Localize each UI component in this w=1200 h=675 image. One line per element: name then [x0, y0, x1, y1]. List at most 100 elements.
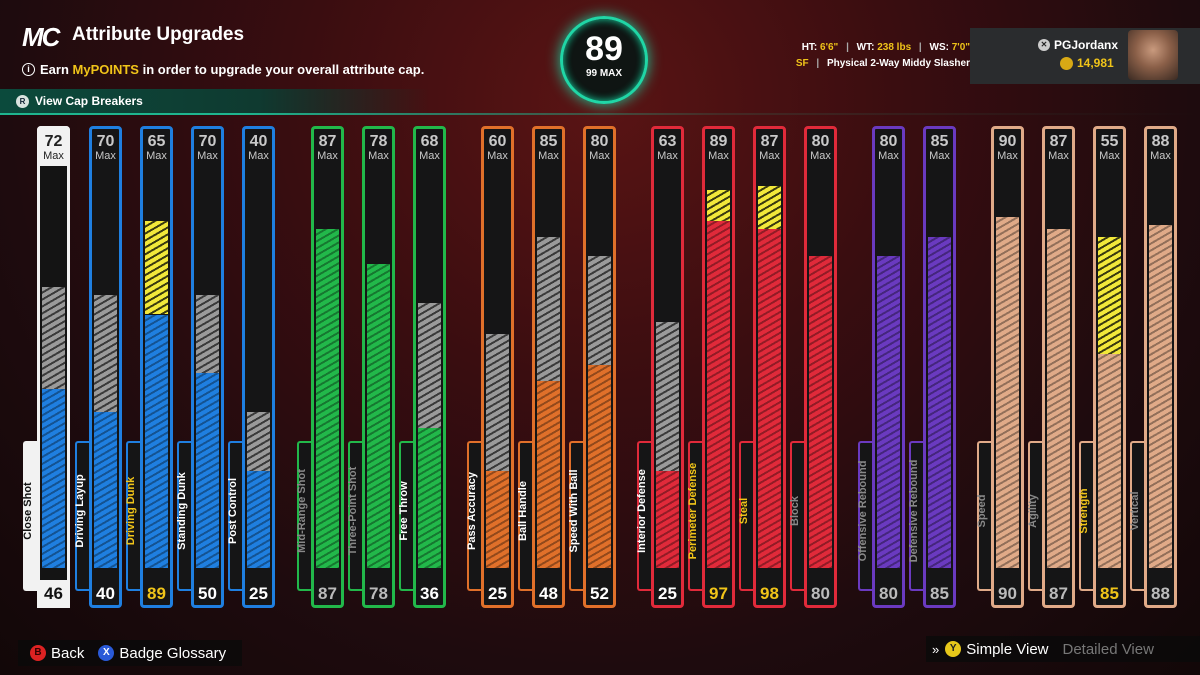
bar-tab — [688, 441, 702, 591]
attribute-current-value: 87 — [318, 584, 337, 603]
max-label: Max — [43, 150, 64, 162]
badge-glossary-button[interactable]: X Badge Glossary — [98, 645, 226, 662]
attribute-max-value: 80 — [879, 133, 898, 150]
max-label: Max — [197, 150, 218, 162]
current-fill — [928, 236, 951, 568]
bar-tab — [569, 441, 583, 591]
attribute-name: Free Throw — [398, 481, 410, 541]
attribute-bar-standing-dunk[interactable]: 70 Max 50 Standing Dunk — [176, 126, 224, 608]
current-fill — [42, 388, 65, 568]
attribute-bar-ball-handle[interactable]: 85 Max 48 Ball Handle — [517, 126, 565, 608]
attribute-bar-perimeter-defense[interactable]: 89 Max 97 Perimeter Defense — [687, 126, 735, 608]
weight-label: WT: — [856, 42, 875, 53]
attribute-current-value: 85 — [930, 584, 949, 603]
attribute-current-value: 78 — [369, 584, 388, 603]
wingspan-label: WS: — [929, 42, 949, 53]
attribute-name: Agility — [1027, 494, 1039, 528]
attribute-max-value: 55 — [1100, 133, 1119, 150]
attribute-max-value: 89 — [709, 133, 728, 150]
attribute-bar-close-shot[interactable]: 72 Max 46 Close Shot — [22, 126, 70, 608]
attribute-current-value: 89 — [147, 584, 166, 603]
gamertag: ✕ PGJordanx — [1038, 38, 1118, 52]
attribute-bar-strength[interactable]: 55 Max 85 Strength — [1078, 126, 1126, 608]
attribute-bar-defensive-rebound[interactable]: 85 Max 85 Defensive Rebound — [908, 126, 956, 608]
bar-tab — [348, 441, 362, 591]
bar-tab — [126, 441, 140, 591]
attribute-max-value: 70 — [96, 133, 115, 150]
max-label: Max — [997, 150, 1018, 162]
attribute-bar-free-throw[interactable]: 68 Max 36 Free Throw — [398, 126, 446, 608]
attribute-current-value: 25 — [658, 584, 677, 603]
attribute-current-value: 36 — [420, 584, 439, 603]
attribute-name: Ball Handle — [517, 481, 529, 541]
attribute-current-value: 88 — [1151, 584, 1170, 603]
max-label: Max — [95, 150, 116, 162]
simple-view-button[interactable]: Y Simple View — [945, 641, 1049, 658]
current-fill — [537, 380, 560, 568]
max-label: Max — [419, 150, 440, 162]
info-text: i Earn MyPOINTS in order to upgrade your… — [22, 62, 424, 77]
attribute-max-value: 70 — [198, 133, 217, 150]
attribute-name: Strength — [1078, 488, 1090, 534]
attribute-max-value: 80 — [811, 133, 830, 150]
wingspan-value: 7'0" — [951, 42, 970, 53]
detailed-view-button[interactable]: Detailed View — [1062, 640, 1154, 658]
attribute-bar-speed[interactable]: 90 Max 90 Speed — [976, 126, 1024, 608]
avatar — [1128, 30, 1178, 80]
bar-tab — [858, 441, 872, 591]
attribute-name: Standing Dunk — [176, 472, 188, 550]
attribute-bar-post-control[interactable]: 40 Max 25 Post Control — [227, 126, 275, 608]
attribute-max-value: 87 — [1049, 133, 1068, 150]
attribute-max-value: 80 — [590, 133, 609, 150]
current-fill — [758, 228, 781, 568]
attribute-bar-driving-layup[interactable]: 70 Max 40 Driving Layup — [74, 126, 122, 608]
attribute-bar-steal[interactable]: 87 Max 98 Steal — [738, 126, 786, 608]
attribute-bar-vertical[interactable]: 88 Max 88 Vertical — [1129, 126, 1177, 608]
player-physicals: HT: 6'6" | WT: 238 lbs | WS: 7'0" SF | P… — [795, 42, 970, 69]
view-cap-breakers-button[interactable]: R View Cap Breakers — [0, 89, 430, 113]
divider — [0, 113, 1200, 115]
current-fill — [588, 365, 611, 568]
boost-fill — [145, 220, 168, 315]
max-label: Max — [759, 150, 780, 162]
bar-tab — [909, 441, 923, 591]
back-button[interactable]: B Back — [30, 645, 84, 662]
current-fill — [707, 220, 730, 568]
boost-fill — [1098, 236, 1121, 354]
max-label: Max — [810, 150, 831, 162]
bar-tab — [1079, 441, 1093, 591]
attribute-bar-mid-range-shot[interactable]: 87 Max 87 Mid-Range Shot — [296, 126, 344, 608]
attribute-bar-block[interactable]: 80 Max 80 Block — [789, 126, 837, 608]
bar-tab — [977, 441, 991, 591]
attribute-bar-offensive-rebound[interactable]: 80 Max 80 Offensive Rebound — [857, 126, 905, 608]
vc-amount: 14,981 — [1077, 56, 1114, 70]
page-title: Attribute Upgrades — [72, 24, 245, 45]
current-fill — [418, 427, 441, 568]
attribute-current-value: 90 — [998, 584, 1017, 603]
mypoints-highlight: MyPOINTS — [72, 62, 139, 77]
attribute-bar-driving-dunk[interactable]: 65 Max 89 Driving Dunk — [125, 126, 173, 608]
attribute-bar-speed-with-ball[interactable]: 80 Max 52 Speed With Ball — [568, 126, 616, 608]
current-fill — [1149, 224, 1172, 568]
b-button-icon: B — [30, 645, 46, 661]
height-label: HT: — [801, 42, 818, 53]
bar-tab — [790, 441, 804, 591]
attribute-current-value: 80 — [879, 584, 898, 603]
bar-tab — [1130, 441, 1144, 591]
current-fill — [196, 373, 219, 568]
max-label: Max — [146, 150, 167, 162]
max-label: Max — [589, 150, 610, 162]
attribute-bar-agility[interactable]: 87 Max 87 Agility — [1027, 126, 1075, 608]
stick-button-icon: R — [16, 94, 29, 108]
attribute-current-value: 50 — [198, 584, 217, 603]
attribute-current-value: 52 — [590, 584, 609, 603]
attribute-bar-three-point-shot[interactable]: 78 Max 78 Three-Point Shot — [347, 126, 395, 608]
attribute-bar-interior-defense[interactable]: 63 Max 25 Interior Defense — [636, 126, 684, 608]
y-button-icon: Y — [945, 641, 962, 657]
attribute-name: Driving Layup — [74, 474, 86, 548]
attribute-name: Steal — [738, 497, 750, 525]
attribute-name: Pass Accuracy — [466, 472, 478, 550]
attribute-bar-pass-accuracy[interactable]: 60 Max 25 Pass Accuracy — [466, 126, 514, 608]
max-label: Max — [487, 150, 508, 162]
bar-footer — [37, 580, 70, 608]
